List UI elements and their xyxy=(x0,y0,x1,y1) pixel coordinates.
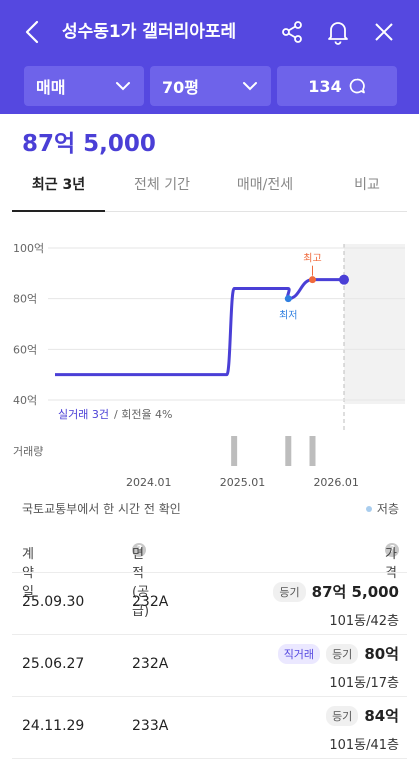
tab-all-period[interactable]: 전체 기간 xyxy=(134,177,190,193)
y-tick-label: 60억 xyxy=(13,343,37,356)
chevron-down-icon xyxy=(243,82,257,91)
marker-point xyxy=(308,276,316,284)
row-date: 25.09.30 xyxy=(22,594,85,610)
min-marker-label: 최저 xyxy=(279,310,297,322)
page-title: 성수동1가 갤러리아포레 xyxy=(62,22,237,42)
registered-badge: 등기 xyxy=(326,643,359,664)
row-area: 232A xyxy=(132,594,169,610)
future-area xyxy=(344,244,405,404)
chevron-left-icon xyxy=(25,20,39,44)
col-area: 면적(공급)? xyxy=(132,543,149,619)
registered-badge: 등기 xyxy=(273,581,306,602)
comment-count: 134 xyxy=(308,76,342,96)
low-floor-legend: 저층 xyxy=(365,500,399,517)
legend-label: 저층 xyxy=(376,502,399,516)
price-line xyxy=(55,278,344,377)
row-price: 84억 xyxy=(364,707,399,725)
data-source-notice: 국토교통부에서 한 시간 전 확인 xyxy=(22,502,181,516)
chevron-down-icon xyxy=(116,82,130,91)
current-price: 87억 5,000 xyxy=(22,131,156,157)
col-price: 가격? xyxy=(385,543,399,581)
row-price-line: 직거래 등기 80억 xyxy=(277,643,399,664)
share-icon xyxy=(282,21,302,43)
registered-badge: 등기 xyxy=(326,705,359,726)
row-price: 87억 5,000 xyxy=(311,583,399,601)
help-icon[interactable]: ? xyxy=(385,543,399,557)
col-area-label: 면적(공급) xyxy=(132,547,150,619)
back-button[interactable] xyxy=(20,18,44,46)
direct-trade-badge: 직거래 xyxy=(277,643,321,664)
table-row[interactable]: 25.06.27 232A 직거래 등기 80억 101동/17층 xyxy=(12,634,407,696)
trade-count: 실거래 3건 xyxy=(58,408,109,421)
help-icon[interactable]: ? xyxy=(132,543,146,557)
tab-recent-3y[interactable]: 최근 3년 xyxy=(12,166,105,212)
comment-icon xyxy=(349,78,365,94)
col-date-label: 계약일 xyxy=(22,547,34,600)
row-date: 24.11.29 xyxy=(22,718,85,734)
trade-type-select[interactable]: 매매 xyxy=(24,66,144,106)
share-button[interactable] xyxy=(277,16,307,48)
y-tick-label: 40억 xyxy=(13,394,37,407)
x-tick-label: 2024.01 xyxy=(126,476,172,488)
table-row[interactable]: 24.11.29 233A 등기 84억 101동/41층 xyxy=(12,696,407,758)
trade-type-value: 매매 xyxy=(36,78,66,97)
close-button[interactable] xyxy=(369,16,399,48)
row-price: 80억 xyxy=(364,645,399,663)
close-icon xyxy=(375,23,393,41)
table-row[interactable]: 25.09.30 232A 등기 87억 5,000 101동/42층 xyxy=(12,572,407,634)
legend-dot xyxy=(365,505,372,512)
volume-label: 거래량 xyxy=(13,445,43,458)
transaction-table-header: 계약일 면적(공급)? 가격? xyxy=(22,543,399,619)
col-price-label: 가격 xyxy=(385,547,397,581)
volume-bar xyxy=(309,436,316,466)
area-size-value: 70평 xyxy=(162,78,199,97)
row-area: 232A xyxy=(132,656,169,672)
x-tick-label: 2026.01 xyxy=(313,476,359,488)
tab-sale-lease[interactable]: 매매/전세 xyxy=(236,177,294,193)
x-tick-label: 2025.01 xyxy=(220,476,266,488)
row-price-line: 등기 84억 xyxy=(326,705,399,726)
comments-button[interactable]: 134 xyxy=(277,66,397,106)
row-date: 25.06.27 xyxy=(22,656,85,672)
divider xyxy=(12,758,407,759)
tab-compare[interactable]: 비교 xyxy=(354,177,380,193)
marker-point xyxy=(284,295,292,303)
row-unit: 101동/17층 xyxy=(329,676,399,691)
volume-bar xyxy=(231,436,238,466)
row-price-line: 등기 87억 5,000 xyxy=(273,581,399,602)
latest-point xyxy=(339,274,349,285)
turnover-rate: / 회전율 4% xyxy=(114,408,173,421)
bell-icon xyxy=(328,22,348,45)
max-marker-label: 최고 xyxy=(303,253,321,265)
row-unit: 101동/42층 xyxy=(329,614,399,629)
row-unit: 101동/41층 xyxy=(329,738,399,753)
y-tick-label: 100억 xyxy=(13,242,44,255)
app-header: 성수동1가 갤러리아포레 매매 70평 134 xyxy=(0,0,419,114)
y-tick-label: 80억 xyxy=(13,293,37,306)
notification-button[interactable] xyxy=(323,16,353,48)
volume-bar xyxy=(285,436,292,466)
row-area: 233A xyxy=(132,718,169,734)
area-size-select[interactable]: 70평 xyxy=(150,66,271,106)
period-tabs: 최근 3년 전체 기간 매매/전세 비교 xyxy=(12,166,407,212)
